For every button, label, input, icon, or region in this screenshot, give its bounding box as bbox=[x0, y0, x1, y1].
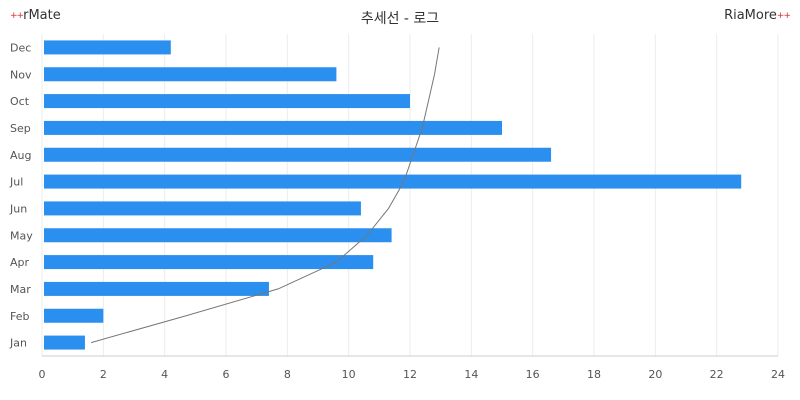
bar bbox=[44, 147, 552, 162]
y-tick-label: Oct bbox=[10, 95, 30, 108]
brand-mark-icon: ++ bbox=[776, 10, 791, 21]
y-tick-label: May bbox=[10, 229, 33, 242]
x-tick-label: 22 bbox=[710, 368, 724, 381]
y-axis-labels: Jan Feb Mar Apr May Jun Jul Aug Sep Oct Nov Dec bbox=[9, 41, 33, 349]
x-tick-label: 8 bbox=[284, 368, 291, 381]
y-tick-label: Sep bbox=[10, 122, 31, 135]
x-tick-label: 6 bbox=[223, 368, 230, 381]
x-tick-label: 24 bbox=[771, 368, 785, 381]
bar bbox=[44, 67, 337, 82]
bars bbox=[44, 40, 742, 350]
x-axis-labels: 0 2 4 6 8 10 12 14 16 18 20 22 24 bbox=[39, 368, 786, 381]
bar bbox=[44, 174, 742, 189]
y-tick-label: Nov bbox=[10, 68, 32, 81]
y-tick-label: Apr bbox=[10, 256, 30, 269]
x-tick-label: 4 bbox=[161, 368, 168, 381]
chart-title: 추세선 - 로그 bbox=[360, 11, 440, 27]
brand-mark-icon: ++ bbox=[10, 10, 24, 21]
x-tick-label: 10 bbox=[342, 368, 356, 381]
trendline bbox=[90, 47, 440, 344]
x-tick-label: 0 bbox=[39, 368, 46, 381]
x-tick-label: 2 bbox=[100, 368, 107, 381]
brand-logo-left: ++ rMate bbox=[10, 8, 61, 23]
brand-name-left: rMate bbox=[23, 8, 61, 23]
bar bbox=[44, 281, 269, 296]
x-tick-label: 18 bbox=[587, 368, 601, 381]
bar bbox=[44, 308, 104, 323]
bar bbox=[44, 40, 171, 55]
y-tick-label: Mar bbox=[10, 283, 31, 296]
bar bbox=[44, 120, 502, 135]
x-tick-label: 14 bbox=[464, 368, 478, 381]
brand-logo-right: RiaMore ++ bbox=[724, 8, 791, 23]
x-tick-label: 12 bbox=[403, 368, 417, 381]
y-tick-label: Jun bbox=[9, 202, 27, 215]
y-tick-label: Aug bbox=[10, 149, 31, 162]
trendline-group bbox=[90, 47, 440, 344]
x-tick-label: 20 bbox=[648, 368, 662, 381]
grid-lines bbox=[41, 34, 779, 357]
bar bbox=[44, 94, 410, 109]
y-tick-label: Dec bbox=[10, 41, 31, 54]
bar bbox=[44, 255, 374, 270]
bar bbox=[44, 201, 361, 216]
y-tick-label: Feb bbox=[10, 310, 29, 323]
y-tick-label: Jul bbox=[9, 176, 23, 189]
y-tick-label: Jan bbox=[9, 337, 27, 350]
bar bbox=[44, 335, 85, 350]
bar bbox=[44, 228, 392, 243]
x-tick-label: 16 bbox=[526, 368, 540, 381]
brand-name-right: RiaMore bbox=[724, 8, 777, 23]
